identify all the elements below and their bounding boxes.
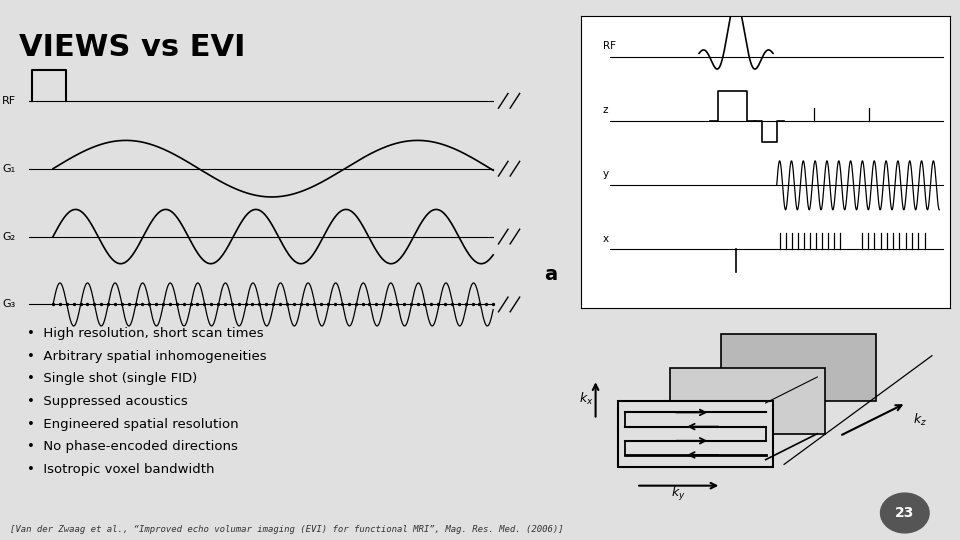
Text: •  Arbitrary spatial inhomogeneities: • Arbitrary spatial inhomogeneities bbox=[27, 350, 266, 363]
Text: $k_z$: $k_z$ bbox=[913, 411, 927, 428]
Text: 23: 23 bbox=[895, 506, 915, 520]
Text: $k_y$: $k_y$ bbox=[671, 485, 686, 503]
Text: •  Engineered spatial resolution: • Engineered spatial resolution bbox=[27, 417, 238, 430]
Bar bbox=[618, 401, 773, 467]
Text: VIEWS vs EVI: VIEWS vs EVI bbox=[18, 33, 245, 62]
Text: x: x bbox=[603, 234, 609, 244]
Text: RF: RF bbox=[603, 41, 616, 51]
Text: G₃: G₃ bbox=[3, 300, 16, 309]
Text: •  Suppressed acoustics: • Suppressed acoustics bbox=[27, 395, 187, 408]
Text: •  Single shot (single FID): • Single shot (single FID) bbox=[27, 373, 197, 386]
Bar bbox=[721, 334, 876, 401]
Bar bbox=[669, 368, 825, 434]
Text: •  Isotropic voxel bandwidth: • Isotropic voxel bandwidth bbox=[27, 463, 214, 476]
Text: $k_x$: $k_x$ bbox=[579, 392, 593, 408]
Text: z: z bbox=[603, 105, 609, 116]
Text: RF: RF bbox=[2, 96, 16, 106]
Text: a: a bbox=[543, 266, 557, 285]
Text: G₂: G₂ bbox=[3, 232, 16, 241]
Circle shape bbox=[880, 493, 929, 533]
Text: y: y bbox=[603, 170, 609, 179]
Text: •  High resolution, short scan times: • High resolution, short scan times bbox=[27, 327, 263, 340]
Text: G₁: G₁ bbox=[3, 164, 16, 174]
Text: •  No phase-encoded directions: • No phase-encoded directions bbox=[27, 440, 237, 453]
Text: [Van der Zwaag et al., “Improved echo volumar imaging (EVI) for functional MRI”,: [Van der Zwaag et al., “Improved echo vo… bbox=[10, 524, 564, 534]
